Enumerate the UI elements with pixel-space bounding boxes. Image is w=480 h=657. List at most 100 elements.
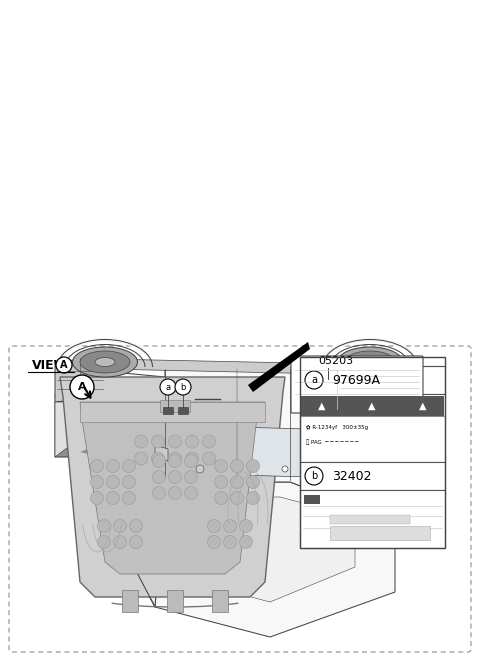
Polygon shape [314, 431, 360, 487]
Bar [122, 590, 138, 612]
Bar [301, 396, 444, 416]
Text: ▲: ▲ [368, 401, 376, 411]
Circle shape [168, 435, 181, 448]
Text: 05203: 05203 [318, 356, 353, 366]
FancyBboxPatch shape [9, 346, 471, 652]
Text: b: b [311, 471, 317, 481]
Polygon shape [55, 357, 105, 402]
Ellipse shape [360, 357, 380, 367]
Circle shape [207, 520, 220, 533]
Circle shape [168, 486, 181, 499]
Circle shape [107, 459, 120, 472]
Circle shape [247, 459, 260, 472]
Bar [330, 515, 410, 524]
Circle shape [70, 375, 94, 399]
Bar [167, 590, 183, 612]
Circle shape [152, 435, 165, 448]
Bar [300, 490, 445, 548]
Polygon shape [105, 359, 395, 375]
Circle shape [305, 371, 323, 389]
Circle shape [247, 476, 260, 489]
Circle shape [168, 455, 181, 468]
Circle shape [91, 459, 104, 472]
Polygon shape [55, 402, 75, 457]
Circle shape [113, 520, 127, 533]
Polygon shape [395, 372, 430, 522]
Polygon shape [80, 439, 160, 467]
Circle shape [207, 535, 220, 549]
Circle shape [230, 476, 243, 489]
Circle shape [185, 452, 199, 465]
Text: 🔧 PAG  ─ ─ ─ ─ ─ ─ ─: 🔧 PAG ─ ─ ─ ─ ─ ─ ─ [306, 439, 359, 445]
Circle shape [247, 491, 260, 505]
Bar [160, 400, 190, 412]
Circle shape [152, 452, 165, 465]
Bar [212, 590, 228, 612]
Circle shape [130, 520, 143, 533]
Polygon shape [80, 402, 265, 574]
Circle shape [305, 467, 323, 485]
Circle shape [122, 476, 135, 489]
Circle shape [282, 466, 288, 472]
Circle shape [230, 459, 243, 472]
Circle shape [230, 491, 243, 505]
Polygon shape [100, 457, 165, 607]
Circle shape [56, 357, 72, 373]
Polygon shape [55, 367, 165, 482]
Text: A: A [60, 360, 68, 370]
Text: ▲: ▲ [318, 401, 326, 411]
Circle shape [91, 491, 104, 505]
Circle shape [224, 535, 237, 549]
Polygon shape [248, 342, 310, 392]
Circle shape [122, 459, 135, 472]
Circle shape [113, 535, 127, 549]
Ellipse shape [72, 347, 137, 377]
Circle shape [153, 455, 166, 468]
Circle shape [153, 470, 166, 484]
Bar [163, 407, 173, 414]
Circle shape [122, 491, 135, 505]
Bar [304, 495, 320, 504]
Polygon shape [155, 445, 168, 461]
Circle shape [107, 476, 120, 489]
Polygon shape [165, 425, 230, 474]
Text: VIEW: VIEW [32, 359, 68, 372]
Ellipse shape [345, 351, 395, 373]
Bar [300, 462, 445, 490]
FancyBboxPatch shape [291, 356, 423, 413]
Circle shape [168, 452, 181, 465]
Bar [300, 357, 445, 548]
Circle shape [160, 379, 176, 395]
Polygon shape [55, 397, 165, 482]
Circle shape [91, 476, 104, 489]
Circle shape [184, 470, 197, 484]
Bar [330, 526, 430, 540]
Circle shape [215, 459, 228, 472]
Circle shape [203, 452, 216, 465]
Circle shape [184, 455, 197, 468]
Circle shape [185, 435, 199, 448]
Text: b: b [180, 382, 186, 392]
Polygon shape [195, 497, 355, 602]
Circle shape [130, 535, 143, 549]
Text: ✿ R-1234yf   300±35g: ✿ R-1234yf 300±35g [306, 426, 368, 430]
Circle shape [134, 452, 147, 465]
Circle shape [215, 491, 228, 505]
Bar [178, 407, 188, 414]
Circle shape [153, 486, 166, 499]
Circle shape [196, 465, 204, 473]
Circle shape [203, 435, 216, 448]
Ellipse shape [80, 351, 130, 373]
Circle shape [134, 435, 147, 448]
Polygon shape [234, 427, 310, 477]
Text: 32402: 32402 [332, 470, 372, 482]
Text: ▲: ▲ [419, 401, 427, 411]
Text: a: a [166, 382, 170, 392]
Circle shape [215, 476, 228, 489]
Circle shape [240, 520, 252, 533]
Circle shape [175, 379, 191, 395]
Text: 97699A: 97699A [332, 373, 380, 386]
Bar [300, 366, 445, 394]
Ellipse shape [95, 357, 115, 367]
Polygon shape [155, 482, 395, 637]
